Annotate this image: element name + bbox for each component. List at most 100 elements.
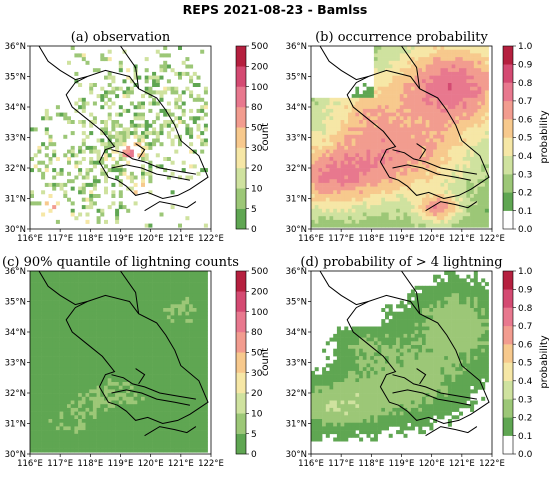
grid-cell (403, 94, 408, 99)
grid-cell (30, 190, 34, 195)
grid-cell (129, 333, 134, 338)
grid-cell (362, 49, 367, 54)
grid-cell (41, 330, 46, 335)
grid-cell (100, 415, 105, 420)
grid-cell (89, 422, 94, 427)
grid-cell (396, 179, 401, 184)
grid-cell (403, 71, 408, 76)
grid-cell (377, 46, 382, 50)
grid-cell (133, 201, 138, 206)
grid-cell (100, 382, 105, 386)
grid-cell (107, 71, 112, 76)
grid-cell (362, 83, 367, 87)
grid-cell (81, 352, 86, 357)
grid-cell (96, 308, 101, 312)
grid-cell (129, 278, 134, 283)
grid-cell (425, 64, 430, 69)
grid-cell (152, 315, 157, 320)
grid-cell (144, 400, 149, 405)
grid-cell (481, 127, 486, 132)
grid-cell (133, 407, 138, 412)
grid-cell (96, 271, 101, 275)
grid-cell (444, 134, 449, 139)
grid-cell (429, 68, 434, 73)
grid-cell (407, 216, 412, 221)
grid-cell (362, 123, 367, 128)
grid-cell (44, 385, 49, 390)
grid-cell (133, 278, 138, 283)
grid-cell (63, 400, 68, 405)
grid-cell (111, 201, 116, 206)
grid-cell (436, 79, 441, 84)
grid-cell (381, 53, 386, 58)
grid-cell (129, 326, 134, 331)
grid-cell (451, 179, 456, 184)
grid-cell (63, 333, 68, 338)
grid-cell (333, 90, 338, 95)
grid-cell (107, 444, 112, 449)
grid-cell (166, 322, 171, 327)
grid-cell (74, 437, 79, 442)
grid-cell (85, 197, 90, 202)
grid-cell (48, 341, 53, 346)
grid-cell (122, 363, 127, 368)
grid-cell (370, 105, 375, 110)
grid-cell (122, 352, 127, 357)
grid-cell (126, 278, 131, 283)
grid-cell (89, 293, 94, 298)
grid-cell (396, 171, 401, 176)
grid-cell (407, 149, 412, 154)
grid-cell (126, 396, 131, 401)
grid-cell (418, 71, 423, 76)
grid-cell (41, 374, 46, 379)
grid-cell (436, 75, 441, 80)
grid-cell (118, 300, 123, 305)
grid-cell (41, 171, 46, 176)
grid-cell (429, 64, 434, 69)
grid-cell (166, 86, 171, 91)
grid-cell (385, 105, 389, 110)
grid-cell (155, 441, 160, 446)
grid-cell (433, 131, 438, 136)
grid-cell (148, 404, 153, 409)
grid-cell (166, 131, 171, 136)
grid-cell (436, 49, 441, 54)
grid-cell (118, 448, 123, 453)
grid-cell (170, 278, 175, 283)
grid-cell (407, 194, 412, 198)
grid-cell (385, 168, 389, 173)
grid-cell (429, 223, 434, 228)
grid-cell (81, 330, 86, 335)
grid-cell (148, 300, 153, 305)
grid-cell (429, 138, 434, 143)
grid-cell (166, 378, 171, 383)
grid-cell (48, 293, 53, 298)
grid-cell (59, 326, 64, 331)
grid-cell (385, 90, 389, 95)
grid-cell (403, 153, 408, 158)
grid-cell (41, 311, 46, 316)
grid-cell (70, 411, 75, 416)
grid-cell (399, 186, 404, 191)
grid-cell (429, 175, 434, 180)
grid-cell (166, 333, 171, 338)
grid-cell (44, 345, 49, 349)
grid-cell (48, 400, 53, 405)
grid-cell (418, 49, 423, 54)
grid-cell (33, 153, 38, 158)
grid-cell (459, 190, 463, 195)
grid-cell (111, 149, 116, 154)
grid-cell (381, 197, 386, 202)
grid-cell (325, 164, 330, 169)
grid-cell (48, 396, 53, 401)
grid-cell (141, 352, 145, 357)
grid-cell (100, 444, 105, 449)
grid-cell (385, 79, 389, 84)
grid-cell (30, 341, 34, 346)
grid-cell (74, 370, 79, 375)
grid-cell (89, 311, 94, 316)
grid-cell (359, 123, 364, 128)
grid-cell (348, 131, 352, 136)
grid-cell (144, 120, 149, 124)
grid-cell (70, 404, 75, 409)
